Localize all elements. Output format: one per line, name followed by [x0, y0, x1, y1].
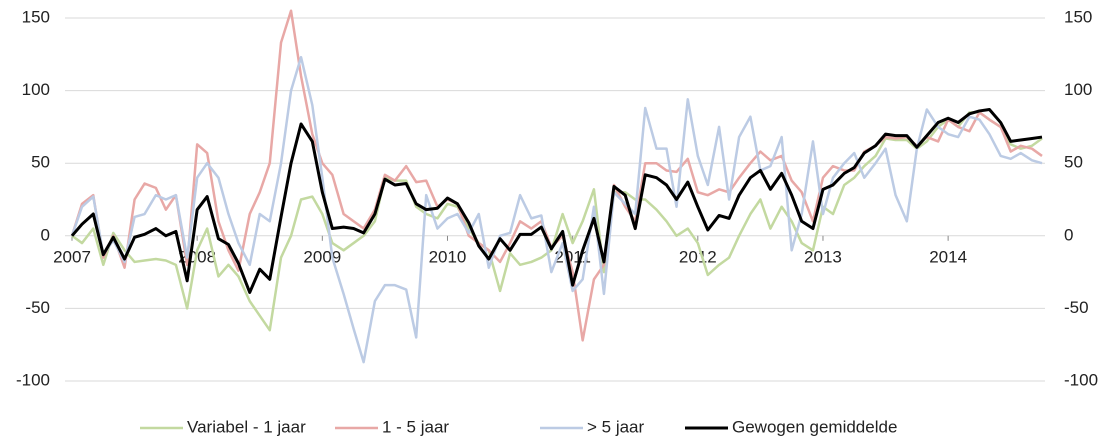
- y-tick-label: -50: [25, 298, 50, 317]
- x-tick-label: 2013: [804, 247, 842, 266]
- line-series: [71, 111, 1043, 332]
- x-tick-label: 2012: [679, 247, 717, 266]
- x-tick-label: 2007: [53, 247, 91, 266]
- x-tick-label: 2009: [303, 247, 341, 266]
- legend-label: 1 - 5 jaar: [382, 417, 449, 436]
- y2-tick-label: 150: [1064, 7, 1092, 26]
- legend-label: > 5 jaar: [587, 417, 645, 436]
- x-tick-label: 2010: [429, 247, 467, 266]
- y-tick-label: 150: [22, 7, 50, 26]
- y2-tick-label: 0: [1064, 225, 1073, 244]
- y-tick-label: -100: [16, 370, 50, 389]
- line-series: [70, 55, 1043, 364]
- y2-tick-label: 100: [1064, 80, 1092, 99]
- line-series: [70, 107, 1043, 294]
- y2-tick-label: 50: [1064, 153, 1083, 172]
- legend-label: Gewogen gemiddelde: [732, 417, 897, 436]
- y-tick-label: 100: [22, 80, 50, 99]
- y2-tick-label: -50: [1064, 298, 1089, 317]
- legend-label: Variabel - 1 jaar: [187, 417, 306, 436]
- y-tick-label: 0: [41, 225, 50, 244]
- x-tick-label: 2014: [929, 247, 967, 266]
- y2-tick-label: -100: [1064, 370, 1098, 389]
- y-tick-label: 50: [31, 153, 50, 172]
